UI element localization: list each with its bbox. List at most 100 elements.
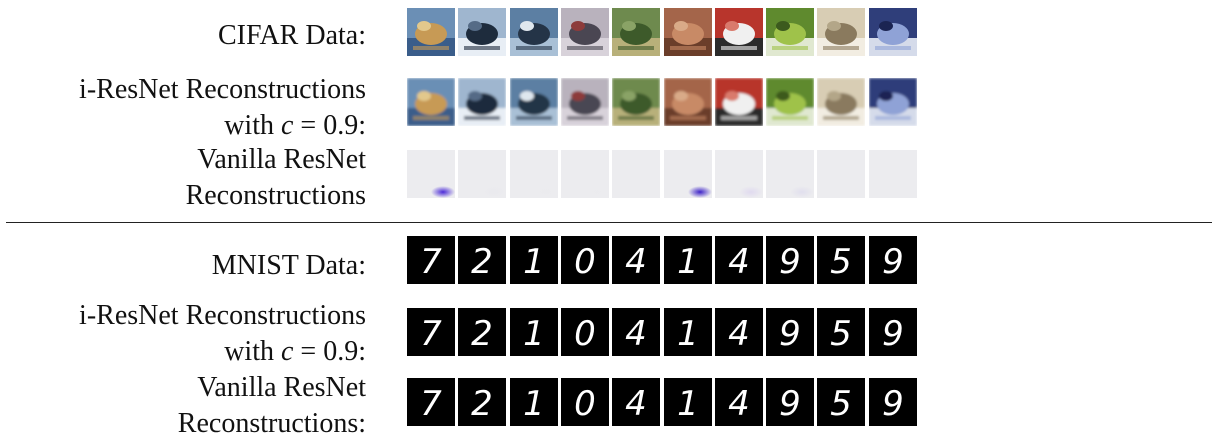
svg-text:4: 4 [728,314,750,354]
mnist-digit-image: 4 [612,308,660,356]
svg-text:9: 9 [882,242,904,282]
mnist-digit-image: 4 [715,378,763,426]
cifar-original-row [407,8,917,56]
mnist-digit-image: 7 [407,308,455,356]
mnist-digit-image: 1 [664,378,712,426]
label-mnist-data: MNIST Data: [211,250,366,281]
svg-text:2: 2 [471,242,493,282]
svg-text:0: 0 [574,384,596,424]
mnist-digit-image: 2 [458,236,506,284]
cifar-image [817,8,865,56]
svg-text:4: 4 [728,384,750,424]
mnist-digit-image: 9 [766,308,814,356]
svg-text:0: 0 [574,314,596,354]
svg-text:9: 9 [882,384,904,424]
label-cifar-iresnet: i-ResNet Reconstructions with c = 0.9: [79,74,366,141]
mnist-digit-image: 7 [407,378,455,426]
svg-text:4: 4 [625,242,647,282]
mnist-digit-image: 4 [715,308,763,356]
svg-text:1: 1 [677,384,699,424]
mnist-digit-image: 9 [869,236,917,284]
mnist-digit-image: 1 [510,308,558,356]
svg-text:1: 1 [523,384,545,424]
cifar-reconstruction-image [766,78,814,126]
cifar-image [715,8,763,56]
vanilla-reconstruction-image [510,150,558,198]
cifar-reconstruction-image [510,78,558,126]
cifar-reconstruction-image [458,78,506,126]
cifar-image [407,8,455,56]
cifar-reconstruction-image [664,78,712,126]
cifar-reconstruction-image [407,78,455,126]
svg-text:5: 5 [830,384,852,424]
cifar-image [510,8,558,56]
mnist-digit-image: 5 [817,378,865,426]
mnist-digit-image: 9 [766,378,814,426]
cifar-image [612,8,660,56]
svg-text:5: 5 [830,242,852,282]
svg-text:2: 2 [471,384,493,424]
mnist-digit-image: 0 [561,236,609,284]
cifar-reconstruction-image [612,78,660,126]
mnist-digit-image: 7 [407,236,455,284]
svg-text:0: 0 [574,242,596,282]
svg-text:9: 9 [779,242,801,282]
vanilla-reconstruction-image [664,150,712,198]
cifar-image [766,8,814,56]
svg-text:9: 9 [882,314,904,354]
svg-text:9: 9 [779,384,801,424]
mnist-digit-image: 9 [869,378,917,426]
mnist-digit-image: 1 [510,378,558,426]
cifar-reconstruction-image [869,78,917,126]
label-cifar-data: CIFAR Data: [217,20,366,51]
svg-text:2: 2 [471,314,493,354]
mnist-digit-image: 4 [612,236,660,284]
mnist-digit-image: 0 [561,378,609,426]
svg-text:4: 4 [728,242,750,282]
label-cifar-vanilla: Vanilla ResNet Reconstructions [185,144,366,211]
svg-text:4: 4 [625,384,647,424]
vanilla-reconstruction-image [458,150,506,198]
cifar-image [561,8,609,56]
mnist-digit-image: 2 [458,378,506,426]
vanilla-reconstruction-image [612,150,660,198]
cifar-image [458,8,506,56]
vanilla-reconstruction-image [715,150,763,198]
cifar-iresnet-row [407,78,917,126]
label-mnist-vanilla: Vanilla ResNet Reconstructions: [177,372,366,439]
vanilla-reconstruction-image [407,150,455,198]
cifar-vanilla-row [407,150,917,198]
svg-text:7: 7 [420,242,442,282]
svg-text:7: 7 [420,384,442,424]
svg-text:1: 1 [677,314,699,354]
svg-text:4: 4 [625,314,647,354]
cifar-image [664,8,712,56]
mnist-digit-image: 1 [664,308,712,356]
mnist-digit-image: 9 [766,236,814,284]
mnist-digit-image: 4 [715,236,763,284]
cifar-reconstruction-image [561,78,609,126]
mnist-digit-image: 1 [664,236,712,284]
vanilla-reconstruction-image [817,150,865,198]
mnist-digit-image: 9 [869,308,917,356]
vanilla-reconstruction-image [766,150,814,198]
mnist-digit-image: 4 [612,378,660,426]
mnist-digit-image: 0 [561,308,609,356]
cifar-reconstruction-image [715,78,763,126]
vanilla-reconstruction-image [561,150,609,198]
svg-text:5: 5 [830,314,852,354]
section-divider [6,222,1212,223]
svg-text:1: 1 [523,242,545,282]
svg-text:7: 7 [420,314,442,354]
svg-text:9: 9 [779,314,801,354]
mnist-digit-image: 1 [510,236,558,284]
mnist-digit-image: 5 [817,308,865,356]
svg-text:1: 1 [677,242,699,282]
mnist-digit-image: 5 [817,236,865,284]
cifar-reconstruction-image [817,78,865,126]
cifar-image [869,8,917,56]
vanilla-reconstruction-image [869,150,917,198]
